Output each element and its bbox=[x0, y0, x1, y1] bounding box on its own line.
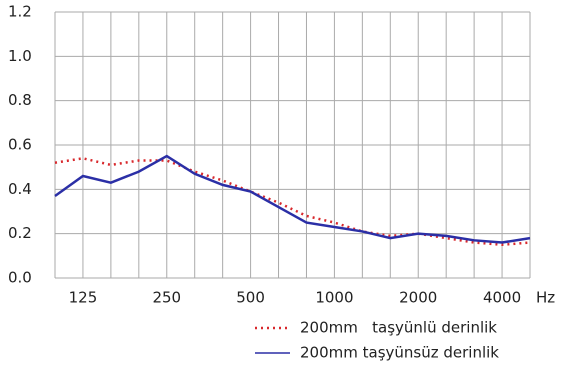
series-line bbox=[54, 154, 531, 244]
y-tick-label: 0.0 bbox=[8, 269, 32, 287]
x-tick-label: 250 bbox=[152, 289, 181, 307]
y-tick-label: 1.2 bbox=[8, 3, 32, 21]
x-tick-label: 2000 bbox=[399, 289, 437, 307]
y-tick-label: 0.6 bbox=[8, 136, 32, 154]
legend-label: 200mm taşyünlü derinlik bbox=[300, 319, 497, 337]
y-tick-label: 1.0 bbox=[8, 47, 32, 65]
x-tick-label: 500 bbox=[236, 289, 265, 307]
series-line bbox=[54, 157, 531, 247]
y-tick-label: 0.4 bbox=[8, 180, 32, 198]
x-unit: Hz bbox=[536, 289, 555, 307]
legend-label: 200mm taşyünsüz derinlik bbox=[300, 344, 499, 362]
x-tick-label: 1000 bbox=[315, 289, 353, 307]
y-tick-label: 0.2 bbox=[8, 224, 32, 242]
x-tick-label: 125 bbox=[69, 289, 98, 307]
y-tick-label: 0.8 bbox=[8, 91, 32, 109]
x-tick-label: 4000 bbox=[483, 289, 521, 307]
